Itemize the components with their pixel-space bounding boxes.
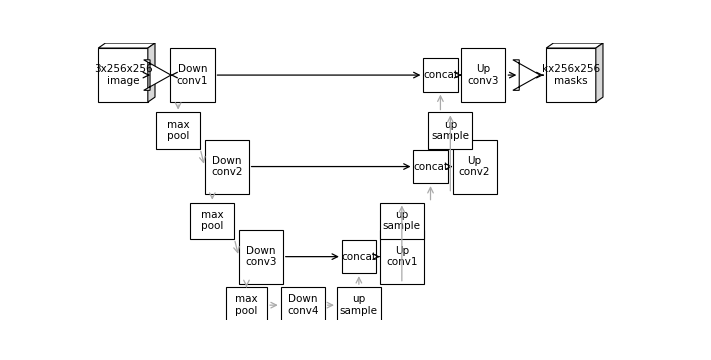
Text: concat: concat bbox=[413, 162, 448, 172]
FancyBboxPatch shape bbox=[380, 230, 424, 284]
FancyBboxPatch shape bbox=[380, 203, 424, 239]
Polygon shape bbox=[596, 43, 603, 102]
FancyBboxPatch shape bbox=[171, 48, 215, 102]
Text: Down
conv1: Down conv1 bbox=[177, 64, 208, 86]
Text: Up
conv3: Up conv3 bbox=[468, 64, 499, 86]
Text: up
sample: up sample bbox=[340, 294, 378, 316]
Text: Down
conv2: Down conv2 bbox=[211, 156, 242, 177]
FancyBboxPatch shape bbox=[226, 287, 267, 323]
FancyBboxPatch shape bbox=[413, 150, 448, 183]
FancyBboxPatch shape bbox=[205, 140, 249, 194]
Text: 3x256x256
image: 3x256x256 image bbox=[94, 64, 152, 86]
Text: max
pool: max pool bbox=[167, 120, 189, 141]
Polygon shape bbox=[144, 60, 171, 90]
Polygon shape bbox=[513, 60, 540, 90]
FancyBboxPatch shape bbox=[239, 230, 283, 284]
Text: up
sample: up sample bbox=[383, 210, 421, 231]
Text: up
sample: up sample bbox=[432, 120, 469, 141]
Polygon shape bbox=[546, 43, 603, 48]
Polygon shape bbox=[148, 43, 155, 102]
FancyBboxPatch shape bbox=[98, 48, 148, 102]
Polygon shape bbox=[98, 43, 155, 48]
Text: Up
conv1: Up conv1 bbox=[386, 246, 417, 267]
FancyBboxPatch shape bbox=[546, 48, 596, 102]
Text: concat: concat bbox=[341, 252, 376, 262]
Text: concat: concat bbox=[423, 70, 458, 80]
FancyBboxPatch shape bbox=[423, 58, 457, 92]
FancyBboxPatch shape bbox=[191, 203, 235, 239]
FancyBboxPatch shape bbox=[281, 287, 325, 323]
FancyBboxPatch shape bbox=[461, 48, 506, 102]
Text: Up
conv2: Up conv2 bbox=[459, 156, 491, 177]
FancyBboxPatch shape bbox=[428, 112, 472, 149]
Text: Down
conv4: Down conv4 bbox=[287, 294, 319, 316]
FancyBboxPatch shape bbox=[342, 240, 376, 273]
Text: max
pool: max pool bbox=[235, 294, 258, 316]
Text: Down
conv3: Down conv3 bbox=[245, 246, 277, 267]
FancyBboxPatch shape bbox=[452, 140, 496, 194]
Text: kx256x256
masks: kx256x256 masks bbox=[542, 64, 600, 86]
FancyBboxPatch shape bbox=[337, 287, 381, 323]
FancyBboxPatch shape bbox=[156, 112, 201, 149]
Text: max
pool: max pool bbox=[201, 210, 224, 231]
